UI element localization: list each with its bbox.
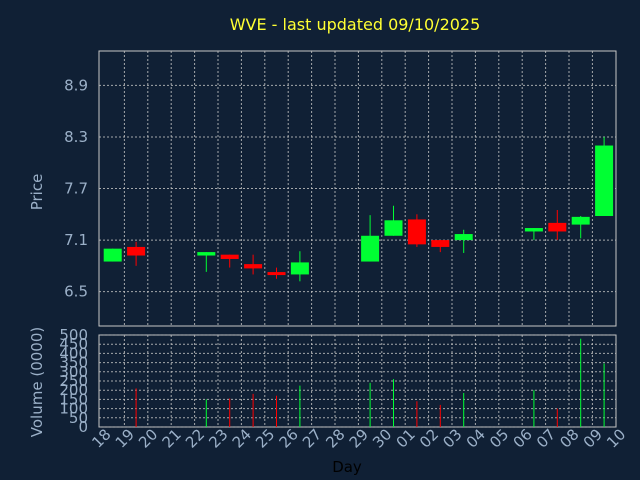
x-tick-label: 26 (276, 425, 302, 451)
candle-body (454, 234, 473, 241)
price-panel (98, 50, 617, 327)
volume-tick-label: 450 (59, 335, 88, 353)
x-tick-label: 27 (299, 425, 325, 451)
price-tick-label: 6.5 (64, 283, 88, 301)
volume-tick-label: 400 (59, 344, 88, 362)
price-y-ticks: 6.5 7.1 7.7 8.3 8.9 (64, 76, 88, 300)
candle-body (244, 264, 263, 269)
volume-axis-label: Volume (0000) (28, 327, 46, 437)
candle-body (197, 252, 216, 256)
candle-body (127, 246, 146, 256)
candle-body (290, 262, 309, 275)
x-tick-label: 23 (205, 425, 231, 451)
price-tick-label: 7.7 (64, 180, 88, 198)
volume-tick-label: 0 (78, 418, 88, 436)
candle-body (431, 240, 450, 247)
chart-title: WVE - last updated 09/10/2025 (230, 15, 481, 34)
x-tick-label: 05 (486, 425, 512, 451)
volume-tick-label: 100 (59, 400, 88, 418)
x-tick-label: 22 (182, 425, 208, 451)
price-tick-label: 8.9 (64, 76, 88, 94)
candle-body (595, 145, 614, 216)
x-axis-label: Day (332, 458, 362, 476)
x-tick-label: 30 (369, 425, 395, 451)
candle-body (548, 222, 567, 232)
x-tick-label: 01 (393, 425, 419, 451)
candle-body (361, 235, 380, 262)
volume-series (135, 338, 605, 427)
price-grid (99, 51, 616, 326)
x-tick-label: 21 (159, 425, 185, 451)
x-tick-label: 29 (346, 425, 372, 451)
volume-tick-label: 200 (59, 381, 88, 399)
x-tick-label: 28 (322, 425, 348, 451)
candlestick-series (103, 136, 614, 282)
x-tick-label: 06 (510, 425, 536, 451)
x-tick-label: 04 (463, 425, 489, 451)
x-tick-label: 02 (416, 425, 442, 451)
candle-body (571, 216, 590, 225)
candle-body (220, 254, 239, 259)
price-tick-label: 7.1 (64, 231, 88, 249)
volume-tick-label: 300 (59, 363, 88, 381)
price-tick-label: 8.3 (64, 128, 88, 146)
x-tick-label: 25 (252, 425, 278, 451)
volume-tick-label: 500 (59, 326, 88, 344)
volume-grid (99, 334, 616, 428)
volume-tick-label: 350 (59, 354, 88, 372)
candle-body (103, 248, 122, 262)
x-tick-label: 03 (439, 425, 465, 451)
x-tick-label: 18 (88, 425, 114, 451)
x-tick-label: 20 (135, 425, 161, 451)
candle-body (524, 228, 543, 232)
candle-body (384, 220, 403, 236)
x-tick-label: 24 (229, 425, 255, 451)
candle-body (407, 219, 426, 245)
volume-tick-label: 50 (69, 409, 88, 427)
volume-tick-label: 250 (59, 372, 88, 390)
x-tick-label: 08 (556, 425, 582, 451)
x-tick-label: 09 (580, 425, 606, 451)
x-tick-label: 19 (112, 425, 138, 451)
x-tick-label: 07 (533, 425, 559, 451)
x-tick-label: 10 (603, 425, 629, 451)
price-axis-label: Price (28, 174, 46, 211)
volume-tick-label: 150 (59, 390, 88, 408)
volume-panel (98, 334, 617, 428)
candle-body (267, 272, 286, 276)
x-ticks: 1819202122232425262728293001020304050607… (88, 425, 629, 451)
